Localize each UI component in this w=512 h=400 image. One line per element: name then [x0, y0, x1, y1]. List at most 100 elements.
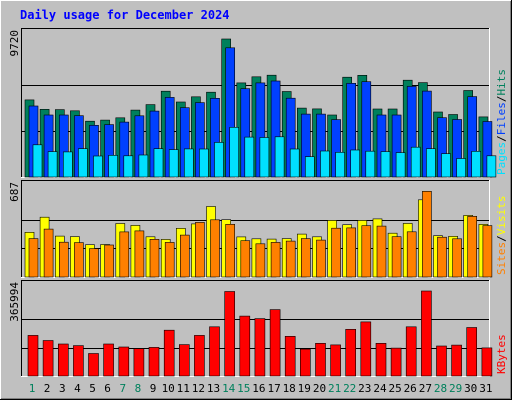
kbytes-bar-kbytes-day-9	[148, 347, 160, 377]
pages-files-hits-bar-pages-day-24	[380, 151, 391, 178]
kbytes-bar-kbytes-day-6	[103, 343, 114, 377]
day-label-29: 29	[449, 382, 462, 395]
pages-files-hits-bar-pages-day-26	[410, 146, 421, 178]
pages-files-hits-bar-pages-day-20	[320, 150, 330, 178]
day-label-30: 30	[464, 382, 477, 395]
day-label-20: 20	[313, 382, 326, 395]
sites-visits-max-label: 687	[8, 182, 21, 202]
day-label-18: 18	[283, 382, 296, 395]
pages-files-hits-bar-pages-day-7	[123, 155, 134, 178]
day-label-15: 15	[237, 382, 250, 395]
sites-visits-bar-sites-day-19	[300, 238, 311, 278]
pages-files-hits-bar-pages-day-11	[184, 148, 194, 178]
pages-files-hits-bar-pages-day-27	[426, 148, 436, 178]
pages-files-hits-bar-pages-day-28	[441, 153, 451, 178]
kbytes-bar-kbytes-day-30	[466, 327, 478, 377]
day-label-6: 6	[104, 382, 111, 395]
pages-files-hits-bar-pages-day-8	[138, 154, 149, 178]
pages-files-hits-bar-pages-day-22	[350, 149, 361, 178]
sites-visits-bar-sites-day-2	[43, 228, 54, 278]
sites-visits-bar-sites-day-13	[210, 219, 220, 278]
day-label-11: 11	[177, 382, 190, 395]
sites-visits-bar-sites-day-26	[406, 231, 417, 278]
kbytes-bar-kbytes-day-22	[345, 328, 357, 377]
kbytes-bar-kbytes-day-4	[73, 345, 84, 377]
day-label-19: 19	[298, 382, 311, 395]
kbytes-bar-kbytes-day-7	[118, 346, 130, 377]
kbytes-bar-kbytes-day-2	[42, 340, 54, 377]
kbytes-bar-kbytes-day-12	[194, 335, 205, 377]
kbytes-bar-kbytes-day-18	[284, 335, 296, 377]
sites-visits-bar-sites-day-30	[467, 216, 478, 278]
day-label-26: 26	[404, 382, 417, 395]
sites-visits-bar-sites-day-27	[422, 191, 432, 278]
sites-visits-bar-sites-day-3	[58, 241, 69, 278]
day-label-21: 21	[328, 382, 341, 395]
pages-files-hits-bar-pages-day-30	[471, 151, 482, 178]
chart-title: Daily usage for December 2024	[20, 8, 230, 22]
kbytes-legend-kbytes: KBytes	[495, 334, 508, 374]
pages-files-hits-bar-pages-day-18	[289, 148, 300, 178]
day-label-5: 5	[89, 382, 96, 395]
sites-visits-legend-separator: /	[495, 235, 508, 242]
pages-files-hits-bar-pages-day-5	[93, 155, 103, 178]
kbytes-bar-kbytes-day-29	[451, 344, 462, 377]
pages-files-hits-bar-pages-day-15	[244, 136, 255, 178]
day-label-25: 25	[388, 382, 401, 395]
sites-visits-bar-sites-day-7	[119, 231, 130, 278]
pages-files-hits-bar-pages-day-2	[47, 151, 58, 178]
kbytes-bar-kbytes-day-13	[209, 326, 220, 377]
sites-visits-bar-sites-day-8	[134, 230, 145, 278]
day-label-8: 8	[135, 382, 142, 395]
pages-files-hits-bar-pages-day-3	[62, 151, 73, 178]
day-label-7: 7	[119, 382, 126, 395]
kbytes-bar-kbytes-day-3	[57, 343, 69, 377]
pages-files-hits-bar-pages-day-13	[214, 142, 224, 178]
day-label-22: 22	[343, 382, 356, 395]
pages-files-hits-bar-pages-day-4	[78, 148, 88, 178]
pages-files-hits-legend-separator: /	[495, 96, 508, 103]
day-label-27: 27	[419, 382, 432, 395]
pages-files-hits-bar-pages-day-16	[259, 137, 270, 178]
sites-visits-bar-sites-day-9	[149, 239, 160, 278]
day-label-23: 23	[358, 382, 371, 395]
sites-visits-bar-sites-day-23	[361, 225, 372, 278]
day-label-13: 13	[207, 382, 220, 395]
pages-files-hits-bar-pages-day-9	[153, 148, 164, 178]
kbytes-bar-kbytes-day-24	[375, 342, 387, 377]
kbytes-bar-kbytes-day-1	[27, 335, 39, 377]
kbytes-bar-kbytes-day-31	[481, 347, 493, 377]
sites-visits-bar-sites-day-6	[104, 244, 114, 278]
sites-visits-bar-sites-day-10	[164, 242, 175, 278]
pages-files-hits-bar-pages-day-14	[229, 127, 239, 178]
sites-visits-bar-sites-day-16	[255, 243, 266, 278]
day-label-2: 2	[44, 382, 51, 395]
sites-visits-bar-sites-day-11	[180, 234, 190, 278]
kbytes-bar-kbytes-day-14	[224, 291, 235, 377]
kbytes-bar-kbytes-day-19	[299, 348, 311, 377]
day-label-28: 28	[434, 382, 447, 395]
kbytes-bar-kbytes-day-21	[330, 344, 341, 377]
kbytes-bar-kbytes-day-23	[360, 321, 372, 377]
pages-files-hits-bar-pages-day-19	[304, 156, 315, 178]
pages-files-hits-bar-pages-day-25	[395, 152, 406, 178]
sites-visits-bar-sites-day-25	[391, 236, 402, 278]
pages-files-hits-bar-pages-day-1	[32, 144, 43, 178]
day-label-9: 9	[150, 382, 157, 395]
kbytes-bar-kbytes-day-17	[269, 309, 281, 377]
pages-files-hits-bar-pages-day-21	[335, 152, 345, 178]
pages-files-hits-bar-pages-day-23	[365, 150, 376, 178]
kbytes-bar-kbytes-day-16	[254, 318, 266, 377]
sites-visits-bar-sites-day-24	[376, 225, 387, 278]
sites-visits-bar-sites-day-22	[346, 227, 357, 278]
kbytes-bar-kbytes-day-15	[239, 315, 251, 377]
pages-files-hits-bar-pages-day-29	[456, 158, 466, 178]
sites-visits-bar-sites-day-31	[482, 225, 493, 278]
sites-visits-bar-sites-day-14	[225, 224, 235, 278]
sites-visits-bar-sites-day-28	[437, 236, 447, 278]
sites-visits-bar-sites-day-5	[89, 248, 99, 278]
pages-files-hits-bar-pages-day-6	[108, 155, 118, 178]
kbytes-bar-kbytes-day-25	[390, 347, 402, 377]
sites-visits-bar-sites-day-18	[285, 240, 296, 278]
sites-visits-bar-sites-day-15	[240, 240, 251, 278]
